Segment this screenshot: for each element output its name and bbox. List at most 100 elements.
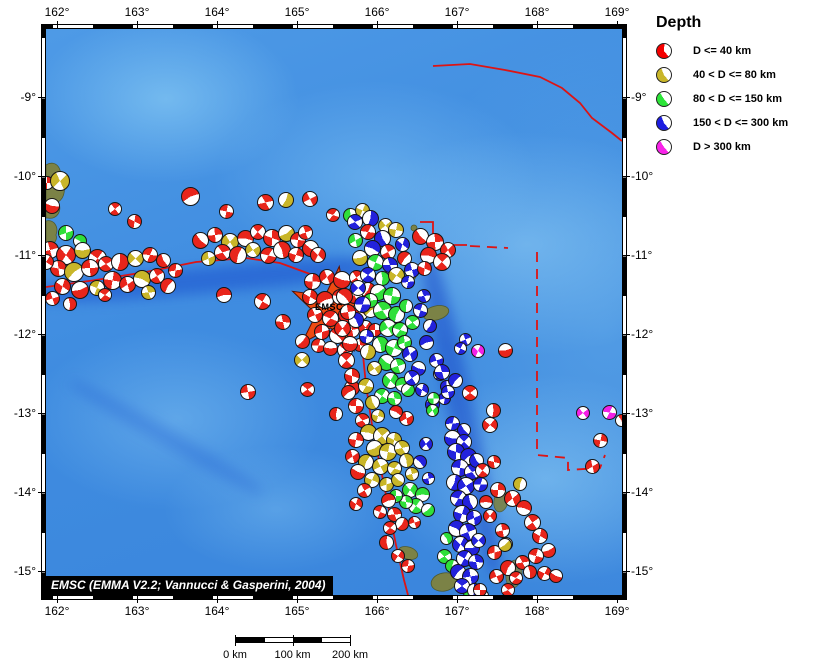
focal-mechanism-beachball	[509, 571, 523, 585]
focal-mechanism-beachball	[160, 278, 176, 294]
focal-mechanism-beachball	[378, 534, 394, 550]
axis-tick	[456, 595, 458, 603]
lon-label-top: 167°	[444, 5, 470, 19]
lat-label-left: -15°	[13, 564, 36, 578]
focal-mechanism-beachball	[497, 342, 513, 358]
focal-mechanism-beachball	[53, 277, 71, 295]
lon-label-top: 162°	[44, 5, 70, 19]
focal-mechanism-beachball	[364, 394, 380, 410]
plate-boundary-dashed	[536, 252, 606, 471]
focal-mechanism-beachball	[356, 482, 372, 498]
focal-mechanism-beachball	[348, 398, 364, 414]
focal-mechanism-beachball	[473, 583, 487, 595]
focal-mechanism-beachball	[373, 505, 387, 519]
focal-mechanism-beachball	[453, 341, 467, 355]
axis-tick	[38, 254, 46, 256]
focal-mechanism-beachball	[485, 402, 501, 418]
lon-label-bottom: 168°	[524, 604, 550, 618]
focal-mechanism-beachball	[401, 275, 415, 289]
axis-tick	[136, 21, 138, 29]
focal-mechanism-beachball	[415, 383, 429, 397]
lat-label-right: -10°	[631, 169, 654, 183]
focal-mechanism-beachball	[342, 336, 358, 352]
focal-mechanism-beachball	[383, 287, 401, 305]
focal-mechanism-beachball	[245, 242, 261, 258]
focal-mechanism-beachball	[474, 462, 490, 478]
focal-mechanism-beachball	[523, 513, 541, 531]
legend-item: 40 < D <= 80 km	[648, 67, 776, 83]
focal-mechanism-beachball	[350, 280, 366, 296]
focal-mechanism-beachball	[483, 509, 497, 523]
focal-mechanism-beachball	[528, 548, 544, 564]
scalebar-segment	[292, 637, 323, 643]
scalebar-tick	[235, 635, 236, 646]
lon-label-bottom: 166°	[364, 604, 390, 618]
focal-mechanism-beachball	[389, 405, 403, 419]
focal-mechanism-beachball	[216, 287, 232, 303]
focal-mechanism-beachball	[349, 497, 363, 511]
focal-mechanism-beachball	[337, 351, 355, 369]
focal-mechanism-beachball	[358, 328, 374, 344]
focal-mechanism-beachball	[253, 292, 271, 310]
focal-mechanism-beachball	[58, 225, 74, 241]
axis-tick	[56, 595, 58, 603]
focal-mechanism-beachball	[513, 477, 527, 491]
axis-tick	[622, 412, 630, 414]
focal-mechanism-beachball	[501, 583, 515, 595]
focal-mechanism-beachball	[418, 334, 434, 350]
focal-mechanism-beachball	[388, 222, 404, 238]
focal-mechanism-beachball	[398, 452, 414, 468]
focal-mechanism-beachball	[126, 213, 142, 229]
focal-mechanism-beachball	[333, 271, 351, 289]
axis-tick	[296, 595, 298, 603]
focal-mechanism-beachball	[405, 467, 419, 481]
focal-mechanism-beachball	[294, 352, 310, 368]
frame-border-right	[622, 24, 627, 600]
focal-mechanism-beachball	[419, 437, 433, 451]
axis-tick	[622, 175, 630, 177]
focal-mechanism-beachball	[417, 289, 431, 303]
focal-mechanism-beachball	[488, 568, 504, 584]
focal-mechanism-beachball	[46, 290, 60, 306]
focal-mechanism-beachball	[200, 250, 216, 266]
focal-mechanism-beachball	[413, 455, 427, 469]
focal-mechanism-beachball	[487, 455, 501, 469]
focal-mechanism-beachball	[322, 340, 338, 356]
focal-mechanism-beachball	[46, 198, 60, 214]
scalebar-tick	[350, 635, 351, 646]
lon-label-top: 163°	[124, 5, 150, 19]
focal-mechanism-beachball	[348, 432, 364, 448]
focal-mechanism-beachball	[423, 319, 437, 333]
focal-mechanism-beachball	[288, 247, 304, 263]
focal-mechanism-beachball	[191, 231, 209, 249]
focal-mechanism-beachball	[108, 202, 122, 216]
lat-label-left: -11°	[14, 248, 36, 262]
focal-mechanism-beachball	[421, 503, 435, 517]
focal-mechanism-beachball	[71, 281, 89, 299]
focal-mechanism-beachball	[532, 528, 548, 544]
lat-label-left: -14°	[13, 485, 36, 499]
legend-beachball-icon	[656, 91, 672, 107]
legend-item: D <= 40 km	[648, 43, 751, 59]
focal-mechanism-beachball	[344, 448, 360, 464]
axis-tick	[376, 21, 378, 29]
epicenter-star-label: EMSC	[315, 302, 344, 312]
legend-item-label: D <= 40 km	[693, 45, 752, 57]
focal-mechanism-beachball	[426, 391, 440, 405]
axis-tick	[136, 595, 138, 603]
focal-mechanism-beachball	[275, 314, 291, 330]
focal-mechanism-beachball	[353, 295, 371, 313]
focal-mechanism-beachball	[441, 385, 455, 399]
lon-label-top: 166°	[364, 5, 390, 19]
lon-label-top: 165°	[284, 5, 310, 19]
frame-border-left	[41, 24, 46, 600]
focal-mechanism-beachball	[63, 297, 77, 311]
focal-mechanism-beachball	[299, 381, 315, 397]
lon-label-bottom: 169°	[604, 604, 630, 618]
focal-mechanism-beachball	[396, 250, 412, 266]
focal-mechanism-beachball	[614, 413, 622, 427]
legend-item-label: 80 < D <= 150 km	[693, 93, 782, 105]
axis-tick	[376, 595, 378, 603]
scalebar-label: 0 km	[223, 649, 247, 661]
